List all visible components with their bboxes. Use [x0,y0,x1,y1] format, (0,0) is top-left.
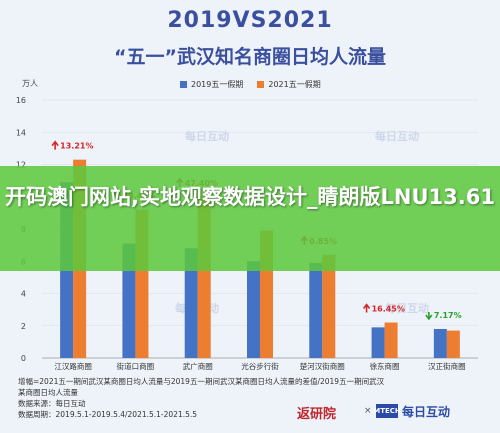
y-tick-label: 4 [21,290,26,299]
y-axis-unit: 万人 [22,79,38,88]
y-tick-label: 0 [21,354,26,363]
x-tick-label: 汉正街商圈 [428,361,466,371]
chart-notes: 增幅=2021五一期间武汉某商圈日均人流量与2019五一期间武汉某商圈日均人流量… [18,376,488,420]
legend-swatch-2021 [257,81,265,88]
x-tick-label: 徐东商圈 [370,361,400,371]
note-line: 数据来源：每日互动 [18,399,86,408]
growth-label: 7.17% [434,311,462,320]
bar-2019 [122,243,136,358]
arrow-up-icon [51,140,59,150]
legend-item-2019: 2019五一假期 [180,79,243,90]
note-line: 增幅=2021五一期间武汉某商圈日均人流量与2019五一期间武汉某商圈日均人流量… [18,377,385,386]
bar-2019 [184,248,198,358]
chart-subtitle: “五一”武汉知名商圈日均人流量 [114,46,386,68]
bar-2019 [371,327,385,358]
overlay-banner [0,166,500,271]
note-line: 某商圈日均人流量 [18,388,78,397]
y-tick-label: 12 [16,161,26,170]
watermark: 每日互动 [385,302,429,315]
note-line: 数据周期：2019.5.1-2019.5.4/2021.5.1-2021.5.5 [18,410,198,419]
x-tick-label: 街道口商圈 [117,361,155,371]
growth-label: 13.21% [60,142,93,151]
watermark: 每日互动 [375,130,419,143]
legend-label-2021: 2021五一假期 [268,80,321,89]
bar-2021 [322,254,336,358]
brand-separator: × [364,406,372,416]
brand-logo-icon: MTECH [373,404,401,418]
growth-label: 16.45% [372,305,405,314]
brand-logo-right: 每日互动 [402,405,451,419]
x-tick-label: 光谷步行街 [241,361,279,371]
arrow-down-icon [425,311,433,321]
legend: 2019五一假期 2021五一假期 [180,79,321,90]
chart-title: 2019VS2021 [167,8,333,33]
bar-2021 [446,330,460,358]
x-tick-label: 江汉路商圈 [54,361,92,371]
overlay-banner-text: 开码澳门网站,实地观察数据设计_睛朗版LNU13.61 [5,185,495,209]
bar-2019 [433,328,447,358]
x-tick-label: 武广商圈 [183,361,213,371]
bar-2019 [247,261,260,358]
brand-logo-left: 返研院 [297,407,337,422]
legend-item-2021: 2021五一假期 [257,79,321,90]
bar-2019 [309,262,323,358]
legend-swatch-2019 [180,81,187,88]
y-tick-label: 2 [21,322,26,331]
y-tick-label: 16 [16,96,26,105]
watermark: 每日互动 [185,130,229,143]
x-tick-label: 楚河汉街商圈 [300,361,345,371]
arrow-up-icon [362,303,371,313]
y-tick-label: 14 [16,128,26,137]
legend-label-2019: 2019五一假期 [191,80,244,89]
bar-2021 [384,322,398,358]
